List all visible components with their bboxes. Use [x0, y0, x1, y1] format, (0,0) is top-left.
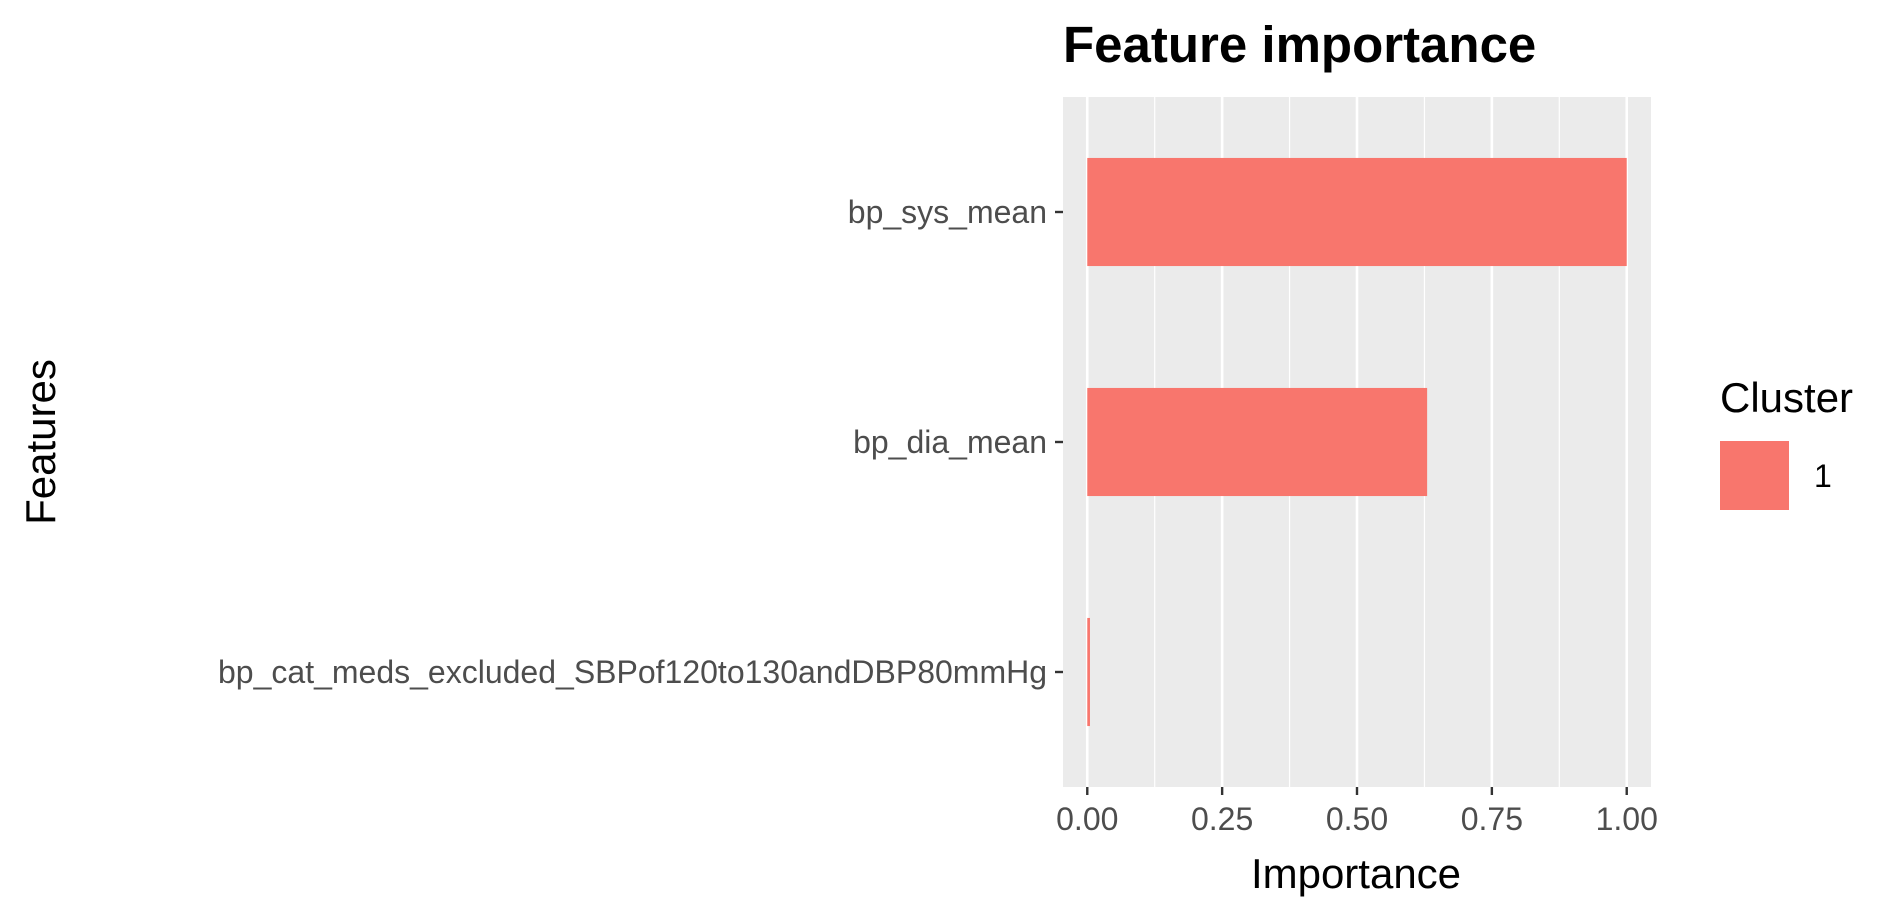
legend-label: 1: [1814, 458, 1832, 494]
bars: [1087, 157, 1627, 727]
y-tick-label: bp_sys_mean: [848, 194, 1047, 230]
y-axis: bp_sys_mean bp_dia_mean bp_cat_meds_exclud…: [218, 194, 1063, 690]
bar-bp_sys_mean: [1087, 157, 1627, 267]
legend-key-swatch: [1720, 441, 1789, 510]
legend: Cluster 1: [1720, 374, 1853, 510]
bar-bp_dia_mean: [1087, 387, 1428, 497]
x-axis-title: Importance: [1251, 850, 1461, 897]
y-tick-label: bp_cat_meds_excluded_SBPof120to130andDBP…: [218, 654, 1047, 690]
x-tick-label: 0.00: [1056, 801, 1118, 837]
x-axis: 0.00 0.25 0.50 0.75 1.00: [1056, 787, 1658, 837]
x-tick-label: 0.50: [1326, 801, 1388, 837]
chart-title: Feature importance: [1063, 16, 1536, 73]
x-tick-label: 0.25: [1191, 801, 1253, 837]
x-tick-label: 1.00: [1596, 801, 1658, 837]
bar-bp_cat_meds_excluded_SBPof120to130andDBP80mmHg: [1087, 617, 1090, 727]
legend-title: Cluster: [1720, 374, 1853, 421]
y-axis-title: Features: [17, 359, 64, 525]
x-tick-label: 0.75: [1461, 801, 1523, 837]
y-tick-label: bp_dia_mean: [853, 424, 1047, 460]
